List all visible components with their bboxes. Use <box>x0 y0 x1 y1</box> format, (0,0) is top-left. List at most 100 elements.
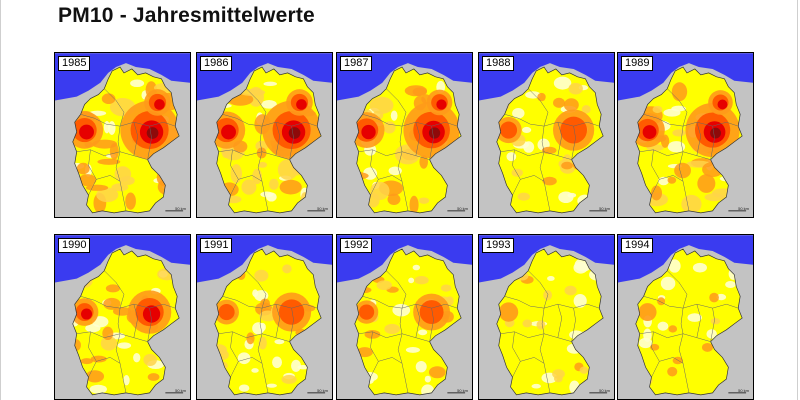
state-border <box>275 304 281 338</box>
state-border <box>370 331 379 378</box>
state-border <box>80 296 176 309</box>
state-border <box>370 149 379 196</box>
year-label: 1993 <box>482 238 515 253</box>
state-border <box>96 357 121 364</box>
scale-label: 50 km <box>175 206 186 211</box>
map-panel-1993: 1993 50 km <box>478 234 615 400</box>
state-border <box>678 308 690 393</box>
map-panel-1985: 1985 50 km <box>54 52 191 218</box>
state-border <box>96 175 121 182</box>
pm10-map <box>197 53 332 217</box>
state-border <box>230 149 239 196</box>
state-border <box>651 331 660 378</box>
state-border <box>710 126 715 160</box>
map-panel-1989: 1989 50 km <box>617 52 754 218</box>
pm10-map <box>618 235 753 399</box>
state-border <box>571 308 576 342</box>
state-border <box>710 308 715 342</box>
state-border <box>667 88 688 127</box>
year-label: 1988 <box>482 56 515 71</box>
germany-border <box>496 248 604 396</box>
germany-border <box>72 248 180 396</box>
state-border <box>512 149 521 196</box>
year-label: 1990 <box>58 238 91 253</box>
germany-border <box>354 248 462 396</box>
state-border <box>358 331 430 342</box>
state-border <box>520 175 545 182</box>
state-border <box>386 270 407 309</box>
pm10-map <box>337 235 472 399</box>
year-label: 1986 <box>200 56 233 71</box>
state-border <box>362 114 458 127</box>
map-panel-1986: 1986 50 km <box>196 52 333 218</box>
pm10-map <box>479 53 614 217</box>
state-border <box>504 114 600 127</box>
state-border <box>539 126 551 211</box>
state-border <box>528 88 549 127</box>
state-border <box>500 149 572 160</box>
pm10-map <box>197 235 332 399</box>
scale-label: 50 km <box>457 206 468 211</box>
state-border <box>557 304 563 338</box>
state-border <box>257 308 269 393</box>
scale-label: 50 km <box>599 388 610 393</box>
state-border <box>115 126 127 211</box>
pm10-map <box>55 53 190 217</box>
state-border <box>643 114 739 127</box>
state-border <box>222 114 318 127</box>
scale-label: 50 km <box>738 388 749 393</box>
germany-border <box>635 248 743 396</box>
map-panel-1988: 1988 50 km <box>478 52 615 218</box>
state-border <box>429 308 434 342</box>
map-panel-1992: 1992 50 km <box>336 234 473 400</box>
state-border <box>678 126 690 211</box>
state-border <box>80 114 176 127</box>
state-border <box>651 149 660 196</box>
state-border <box>386 88 407 127</box>
scale-label: 50 km <box>175 388 186 393</box>
state-border <box>275 122 281 156</box>
map-panel-1991: 1991 50 km <box>196 234 333 400</box>
germany-border <box>635 66 743 214</box>
state-border <box>659 175 684 182</box>
state-border <box>415 304 421 338</box>
state-border <box>639 149 711 160</box>
state-border <box>539 308 551 393</box>
year-label: 1987 <box>340 56 373 71</box>
year-label: 1994 <box>621 238 654 253</box>
state-border <box>257 126 269 211</box>
scale-label: 50 km <box>457 388 468 393</box>
state-border <box>696 304 702 338</box>
state-border <box>88 149 97 196</box>
state-border <box>218 331 290 342</box>
germany-border <box>214 66 322 214</box>
state-border <box>222 296 318 309</box>
state-border <box>104 88 125 127</box>
state-border <box>230 331 239 378</box>
map-panel-1987: 1987 50 km <box>336 52 473 218</box>
state-border <box>378 357 403 364</box>
state-border <box>115 308 127 393</box>
germany-border <box>214 248 322 396</box>
map-panel-1990: 1990 50 km <box>54 234 191 400</box>
state-border <box>500 331 572 342</box>
state-border <box>520 357 545 364</box>
pm10-map <box>337 53 472 217</box>
state-border <box>429 126 434 160</box>
pm10-map <box>479 235 614 399</box>
state-border <box>643 296 739 309</box>
state-border <box>696 122 702 156</box>
map-panel-1994: 1994 50 km <box>617 234 754 400</box>
pm10-map <box>618 53 753 217</box>
state-border <box>147 126 152 160</box>
state-border <box>218 149 290 160</box>
state-border <box>289 308 294 342</box>
state-border <box>528 270 549 309</box>
state-border <box>358 149 430 160</box>
page-title: PM10 - Jahresmittelwerte <box>58 4 315 27</box>
state-border <box>147 308 152 342</box>
state-border <box>571 126 576 160</box>
state-border <box>76 149 148 160</box>
scale-label: 50 km <box>317 206 328 211</box>
